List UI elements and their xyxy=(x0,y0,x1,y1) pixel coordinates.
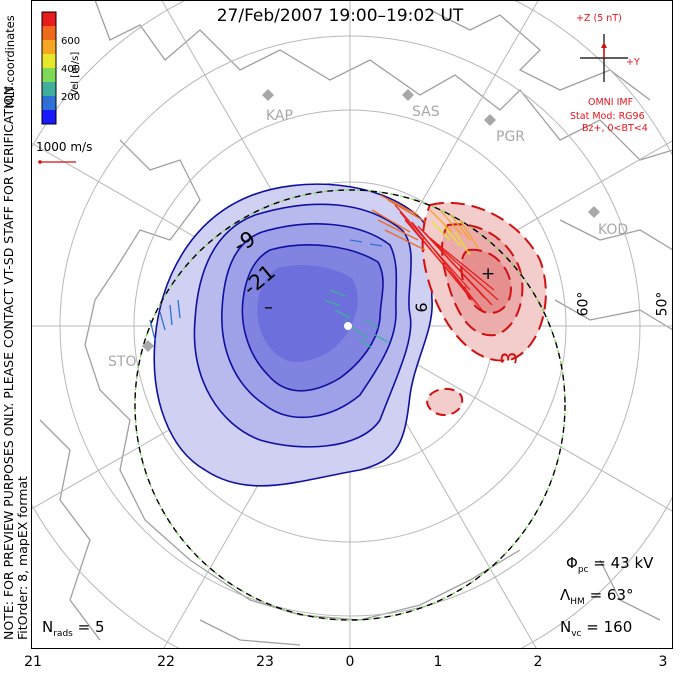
reference-vector-label: 1000 m/s xyxy=(36,140,93,154)
coordinate-system-label: MLT coordinates xyxy=(3,15,17,108)
colorbar-segment xyxy=(42,68,56,82)
station-sto: STO xyxy=(108,354,137,370)
station-markers xyxy=(142,89,600,352)
preview-note-line1: NOTE: FOR PREVIEW PURPOSES ONLY. PLEASE … xyxy=(1,82,16,640)
vector-count: Nvc = 160 xyxy=(560,618,632,639)
colorbar-tick-400: 400 xyxy=(61,64,81,75)
potential-maximum-marker: + xyxy=(481,264,496,284)
colorbar-tick-200: 200 xyxy=(61,92,81,103)
preview-note-line2: FitOrder: 8, mapEX format xyxy=(15,476,30,640)
phi-symbol: Φ xyxy=(566,554,578,572)
colorbar-segment xyxy=(42,110,56,124)
preview-note: NOTE: FOR PREVIEW PURPOSES ONLY. PLEASE … xyxy=(1,82,30,640)
contour-label-3: 3 xyxy=(497,351,522,365)
plot-frame xyxy=(31,0,673,649)
mlt-tick-23: 23 xyxy=(256,654,274,670)
cross-polar-potential: Φpc = 43 kV xyxy=(566,554,653,575)
imf-y-label: +Y xyxy=(626,57,640,68)
lambda-subscript: HM xyxy=(570,597,585,607)
potential-minimum-marker: – xyxy=(264,297,273,318)
colorbar-segment xyxy=(42,12,56,26)
map-title: 27/Feb/2007 19:00–19:02 UT xyxy=(216,6,464,26)
imf-clock xyxy=(580,34,628,82)
nrads-subscript: rads xyxy=(53,629,73,639)
velocity-vectors xyxy=(149,194,499,349)
mlt-tick-2: 2 xyxy=(533,654,543,670)
colorbar-segment xyxy=(42,82,56,96)
colorbar-segment xyxy=(42,26,56,40)
phi-value: = 43 kV xyxy=(593,554,654,572)
lambda-symbol: Λ xyxy=(560,586,571,604)
hm-latitude: ΛHM = 63° xyxy=(560,586,634,607)
colorbar-tick-600: 600 xyxy=(61,36,81,47)
negative-potential-cell xyxy=(153,183,434,487)
mlt-tick-1: 1 xyxy=(433,654,443,670)
station-pgr: PGR xyxy=(496,129,526,145)
nrads-value: = 5 xyxy=(77,618,105,636)
latitude-label-50: 50° xyxy=(654,291,671,317)
hm-boundary-vectors xyxy=(134,189,566,621)
mlt-tick-22: 22 xyxy=(157,654,175,670)
phi-subscript: pc xyxy=(577,565,589,575)
nvc-symbol: N xyxy=(560,618,572,636)
mlt-tick-21: 21 xyxy=(24,654,42,670)
nrads-symbol: N xyxy=(42,618,54,636)
nvc-subscript: vc xyxy=(571,629,582,639)
station-kod: KOD xyxy=(598,222,629,238)
imf-model: Stat Mod: RG96 xyxy=(570,111,645,122)
contour-label-9: 9 xyxy=(411,302,431,313)
mlt-tick-3: 3 xyxy=(658,654,668,670)
imf-condition: Bz+, 0<BT<4 xyxy=(582,123,648,134)
radar-count: Nrads = 5 xyxy=(42,618,105,639)
colorbar-segment xyxy=(42,96,56,110)
lambda-value: = 63° xyxy=(589,586,634,604)
reference-vector xyxy=(38,160,76,164)
imf-z-label: +Z (5 nT) xyxy=(576,13,622,24)
colorbar-segment xyxy=(42,40,56,54)
imf-source: OMNI IMF xyxy=(588,97,634,108)
colorbar-segment xyxy=(42,54,56,68)
mlt-tick-0: 0 xyxy=(345,654,355,670)
station-kap: KAP xyxy=(266,108,293,124)
pole-marker xyxy=(344,322,352,330)
colorbar xyxy=(41,11,57,125)
nvc-value: = 160 xyxy=(586,618,633,636)
latitude-label-60: 60° xyxy=(575,291,592,317)
station-sas: SAS xyxy=(412,104,440,120)
